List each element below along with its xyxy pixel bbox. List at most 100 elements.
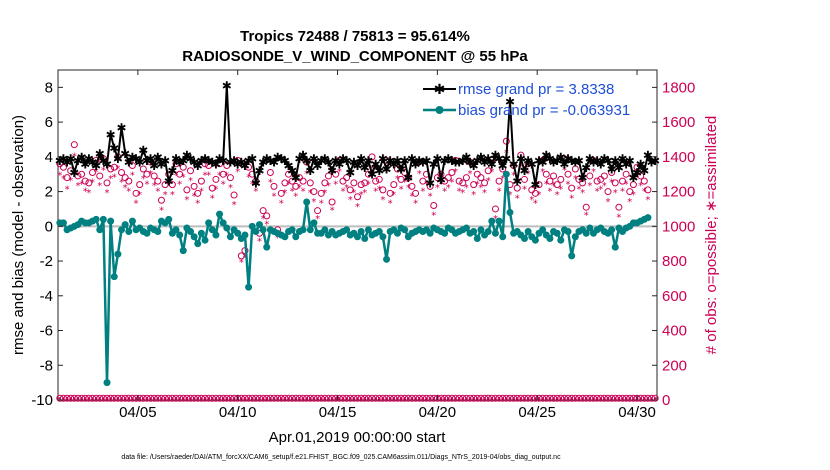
rmse-point: ✱ — [211, 157, 221, 171]
obs-possible-point — [357, 181, 365, 189]
bias-point — [114, 250, 122, 258]
rmse-point: ✱ — [171, 152, 181, 166]
rmse-point: ✱ — [643, 149, 653, 163]
rmse-point: ✱ — [160, 154, 170, 168]
obs-assimilated-point: * — [562, 166, 567, 177]
obs-possible-point — [629, 181, 637, 189]
bias-point — [172, 226, 180, 234]
rmse-point: ✱ — [549, 156, 559, 170]
obs-assimilated-point: * — [399, 185, 404, 196]
rmse-point: ✱ — [392, 154, 402, 168]
bias-point — [499, 233, 507, 241]
rmse-point: ✱ — [200, 152, 210, 166]
obs-assimilated-point: * — [460, 188, 465, 199]
obs-assimilated-point: * — [351, 188, 356, 199]
bias-point — [255, 221, 263, 229]
obs-assimilated-point: * — [163, 190, 168, 201]
rmse-point: ✱ — [476, 150, 486, 164]
bias-point — [586, 224, 594, 232]
obs-possible-point — [473, 170, 481, 178]
bias-point — [506, 208, 514, 216]
rmse-point: ✱ — [327, 164, 337, 178]
obs-possible-point — [593, 177, 601, 185]
rmse-point: ✱ — [236, 156, 246, 170]
bias-point — [571, 233, 579, 241]
rmse-point: ✱ — [530, 178, 540, 192]
obs-assimilated-point: * — [57, 171, 62, 182]
obs-possible-point — [96, 172, 104, 180]
bias-point — [96, 226, 104, 234]
obs-possible-point — [495, 177, 503, 185]
rmse-point: ✱ — [244, 154, 254, 168]
obs-assimilated-point: * — [253, 186, 258, 197]
obs-assimilated-point: * — [65, 185, 70, 196]
chart-title-line1: Tropics 72488 / 75813 = 95.614% — [240, 28, 470, 45]
bias-point — [128, 217, 136, 225]
rmse-point: ✱ — [84, 152, 94, 166]
rmse-point: ✱ — [55, 154, 65, 168]
bias-point — [524, 228, 532, 236]
rmse-point: ✱ — [222, 79, 232, 93]
obs-assimilated-point: * — [489, 167, 494, 178]
obs-assimilated-point: * — [166, 179, 171, 190]
obs-assimilated-point: * — [144, 179, 149, 190]
obs-assimilated-point: * — [184, 195, 189, 206]
obs-assimilated-point: * — [83, 186, 88, 197]
rmse-point: ✱ — [487, 157, 497, 171]
obs-assimilated-point: * — [239, 258, 244, 269]
rmse-point: ✱ — [73, 154, 83, 168]
rmse-point: ✱ — [69, 166, 79, 180]
rmse-point: ✱ — [240, 159, 250, 173]
obs-assimilated-point: * — [642, 186, 647, 197]
rmse-point: ✱ — [603, 154, 613, 168]
obs-bottom-possible-point — [651, 394, 659, 402]
obs-possible-point — [317, 189, 325, 197]
obs-assimilated-point: * — [413, 199, 418, 210]
obs-possible-point — [615, 203, 623, 211]
obs-possible-point — [459, 179, 467, 187]
rmse-point: ✱ — [614, 161, 624, 175]
obs-assimilated-point: * — [435, 183, 440, 194]
bias-point — [364, 226, 372, 234]
x-tick-label: 04/25 — [518, 404, 556, 421]
obs-assimilated-point: * — [428, 192, 433, 203]
legend: ✱ rmse grand pr = 3.8338 bias grand pr =… — [423, 81, 630, 119]
y-right-tick-label: 1400 — [662, 149, 695, 166]
obs-assimilated-point: * — [199, 186, 204, 197]
y-right-tick-label: 1800 — [662, 79, 695, 96]
obs-possible-point — [640, 177, 648, 185]
obs-assimilated-point: * — [72, 152, 77, 163]
bias-point — [110, 273, 118, 281]
rmse-point: ✱ — [371, 157, 381, 171]
obs-assimilated-point: * — [438, 179, 443, 190]
y-left-tick-label: -2 — [40, 253, 53, 270]
obs-assimilated-point: * — [286, 179, 291, 190]
bias-point — [288, 226, 296, 234]
obs-possible-point — [637, 172, 645, 180]
rmse-point: ✱ — [116, 121, 126, 135]
obs-possible-point — [263, 212, 271, 220]
rmse-point: ✱ — [247, 152, 257, 166]
obs-possible-point — [470, 181, 478, 189]
obs-assimilated-point: * — [370, 164, 375, 175]
rmse-point: ✱ — [400, 154, 410, 168]
rmse-point: ✱ — [585, 152, 595, 166]
rmse-point: ✱ — [480, 156, 490, 170]
obs-possible-point — [324, 172, 332, 180]
rmse-point: ✱ — [189, 156, 199, 170]
obs-possible-point — [70, 141, 78, 149]
y-left-tick-label: 8 — [45, 79, 53, 96]
rmse-point: ✱ — [632, 166, 642, 180]
obs-assimilated-point: * — [101, 166, 106, 177]
y-right-tick-label: 200 — [662, 357, 687, 374]
obs-assimilated-point: * — [210, 193, 215, 204]
y-axis-right-label: # of obs: o=possible; ∗=assimilated — [703, 116, 720, 355]
obs-assimilated-point: * — [573, 174, 578, 185]
obs-possible-point — [168, 181, 176, 189]
obs-assimilated-point: * — [123, 183, 128, 194]
obs-possible-point — [339, 177, 347, 185]
rmse-point: ✱ — [175, 156, 185, 170]
obs-assimilated-point: * — [409, 192, 414, 203]
obs-possible-point — [321, 179, 329, 187]
